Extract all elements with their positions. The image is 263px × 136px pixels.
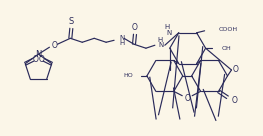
Text: COOH: COOH [219,27,238,32]
Text: H: H [119,40,124,46]
Text: O: O [232,65,238,75]
Text: H: H [158,37,163,43]
Text: O: O [38,55,44,64]
Text: N: N [119,35,124,41]
Text: O: O [33,55,39,64]
Text: O: O [52,41,57,50]
Text: O: O [231,96,237,105]
Text: OH: OH [221,46,231,51]
Text: N: N [159,42,164,48]
Text: O: O [132,23,138,32]
Text: N: N [35,50,42,59]
Text: N: N [166,30,171,36]
Text: S: S [69,17,74,26]
Text: H: H [164,24,169,30]
Text: O: O [184,94,190,103]
Text: HO: HO [123,73,133,78]
